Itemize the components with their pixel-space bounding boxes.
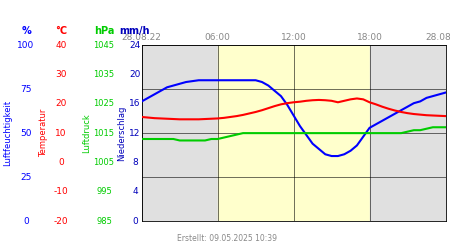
Text: 16: 16	[129, 99, 141, 108]
Text: %: %	[21, 26, 31, 36]
Text: °C: °C	[55, 26, 67, 36]
Text: 0: 0	[23, 217, 29, 226]
Bar	[218, 45, 369, 221]
Text: 1005: 1005	[94, 158, 114, 167]
Text: mm/h: mm/h	[120, 26, 150, 36]
Bar	[142, 45, 218, 221]
Text: Niederschlag: Niederschlag	[117, 106, 126, 161]
Text: 100: 100	[18, 40, 35, 50]
Text: Luftdruck: Luftdruck	[82, 113, 91, 153]
Text: 995: 995	[96, 188, 112, 196]
Text: 1025: 1025	[94, 99, 114, 108]
Text: 8: 8	[132, 158, 138, 167]
Text: -20: -20	[54, 217, 68, 226]
Text: 4: 4	[132, 188, 138, 196]
Text: 10: 10	[55, 129, 67, 138]
Text: 1045: 1045	[94, 40, 114, 50]
Text: Luftfeuchtigkeit: Luftfeuchtigkeit	[4, 100, 13, 166]
Text: 50: 50	[20, 129, 32, 138]
Text: 0: 0	[132, 217, 138, 226]
Text: 0: 0	[58, 158, 64, 167]
Text: 1035: 1035	[94, 70, 115, 79]
Text: 1015: 1015	[94, 129, 114, 138]
Text: -10: -10	[54, 188, 68, 196]
Text: Erstellt: 09.05.2025 10:39: Erstellt: 09.05.2025 10:39	[177, 234, 277, 243]
Text: 25: 25	[20, 173, 32, 182]
Text: 24: 24	[130, 40, 140, 50]
Text: 20: 20	[55, 99, 67, 108]
Text: 12: 12	[129, 129, 141, 138]
Text: 985: 985	[96, 217, 112, 226]
Text: hPa: hPa	[94, 26, 114, 36]
Text: 40: 40	[55, 40, 67, 50]
Text: 75: 75	[20, 84, 32, 94]
Bar	[369, 45, 446, 221]
Text: 30: 30	[55, 70, 67, 79]
Text: Temperatur: Temperatur	[40, 109, 49, 157]
Text: 20: 20	[129, 70, 141, 79]
